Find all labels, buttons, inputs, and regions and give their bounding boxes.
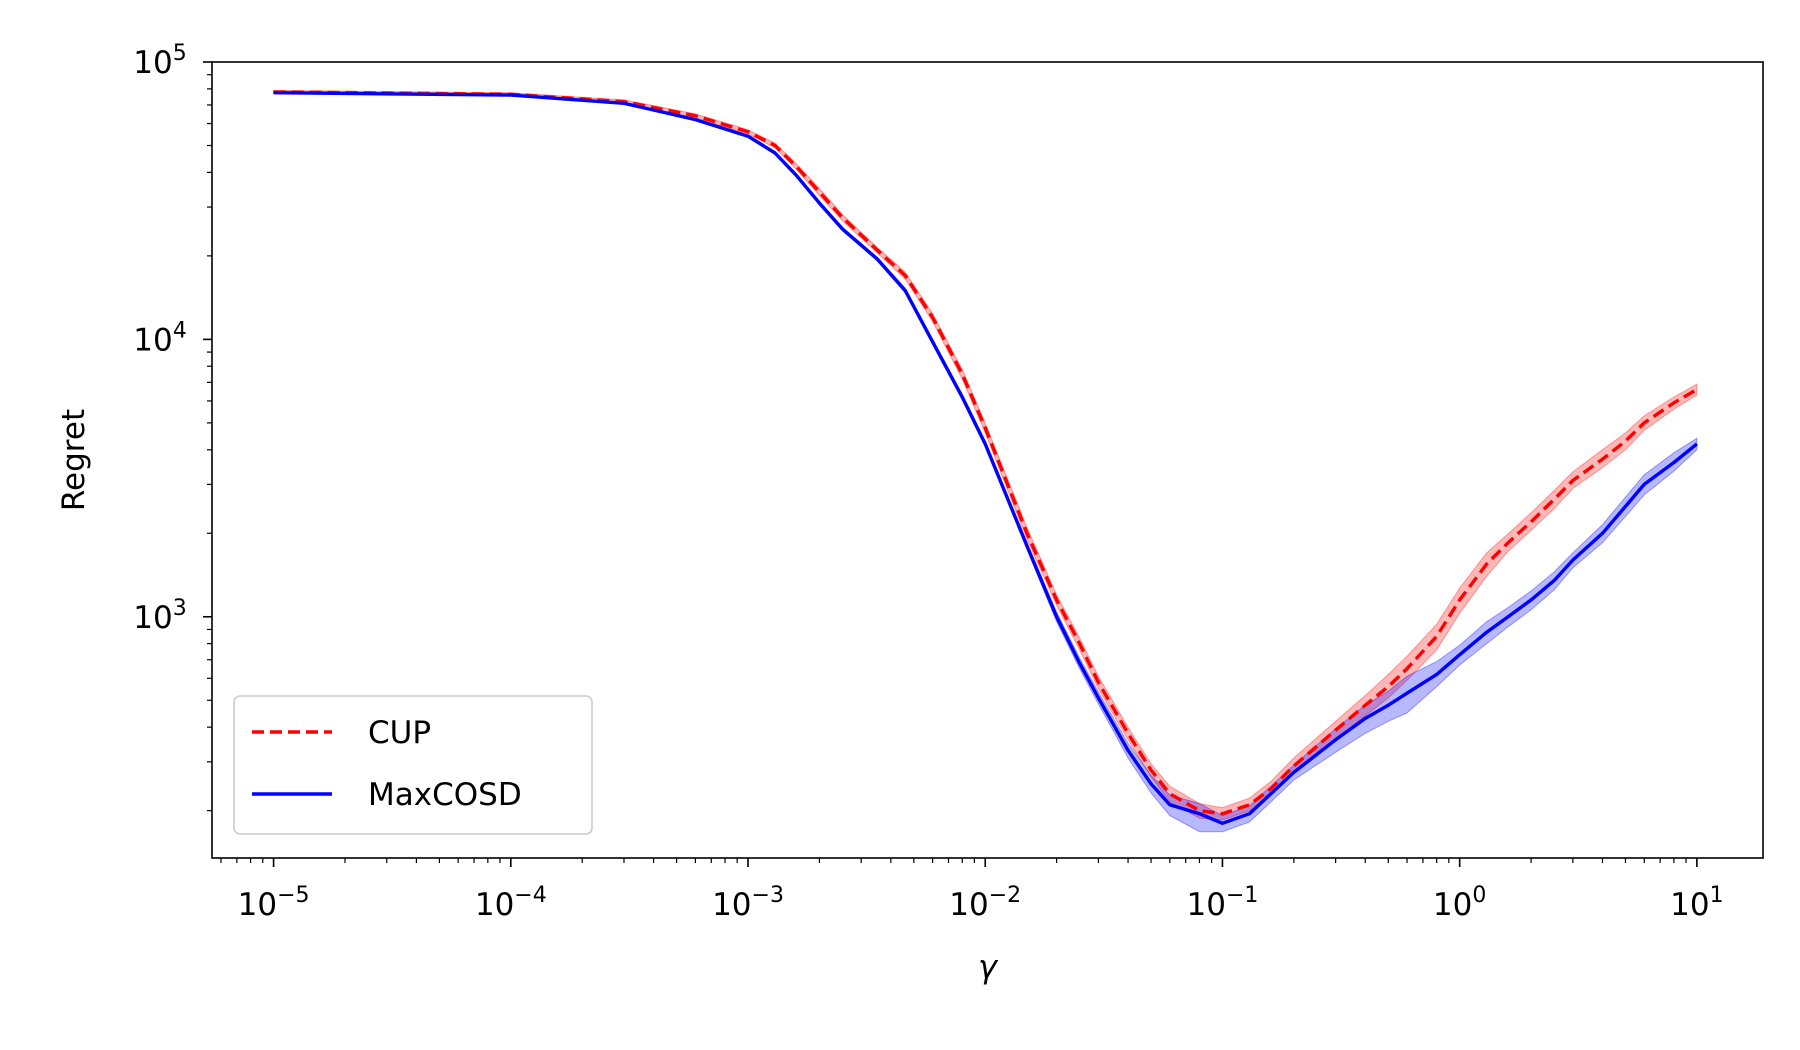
x-tick-label: 10−5 — [238, 883, 310, 923]
x-axis-label: γ — [978, 948, 999, 986]
x-tick-label: 10−4 — [475, 883, 547, 923]
y-axis-label: Regret — [56, 409, 92, 511]
series-line-cup — [273, 90, 1698, 816]
x-tick-label: 10−1 — [1187, 883, 1259, 923]
axes: 10−5 10−4 10−3 10−2 10−1 100 101 103 104 105 γ Regr… — [56, 41, 1764, 986]
axes-frame — [211, 61, 1764, 859]
x-tick-label: 10−3 — [712, 883, 784, 923]
y-tick-label: 103 — [133, 596, 186, 636]
series-line-maxcosd — [273, 91, 1698, 825]
y-tick-label: 105 — [133, 41, 186, 81]
x-tick-label: 10−2 — [949, 883, 1021, 923]
legend-label-maxcosd: MaxCOSD — [368, 777, 522, 813]
plot-area — [273, 89, 1698, 833]
x-tick-label: 101 — [1670, 883, 1723, 923]
plot-inner — [273, 89, 1698, 833]
series-band-cup — [273, 89, 1698, 821]
legend-label-cup: CUP — [368, 715, 431, 751]
y-tick-label: 104 — [133, 318, 186, 358]
x-tick-label: 100 — [1433, 883, 1486, 923]
legend-box — [233, 695, 593, 835]
legend: CUP MaxCOSD — [233, 695, 593, 835]
